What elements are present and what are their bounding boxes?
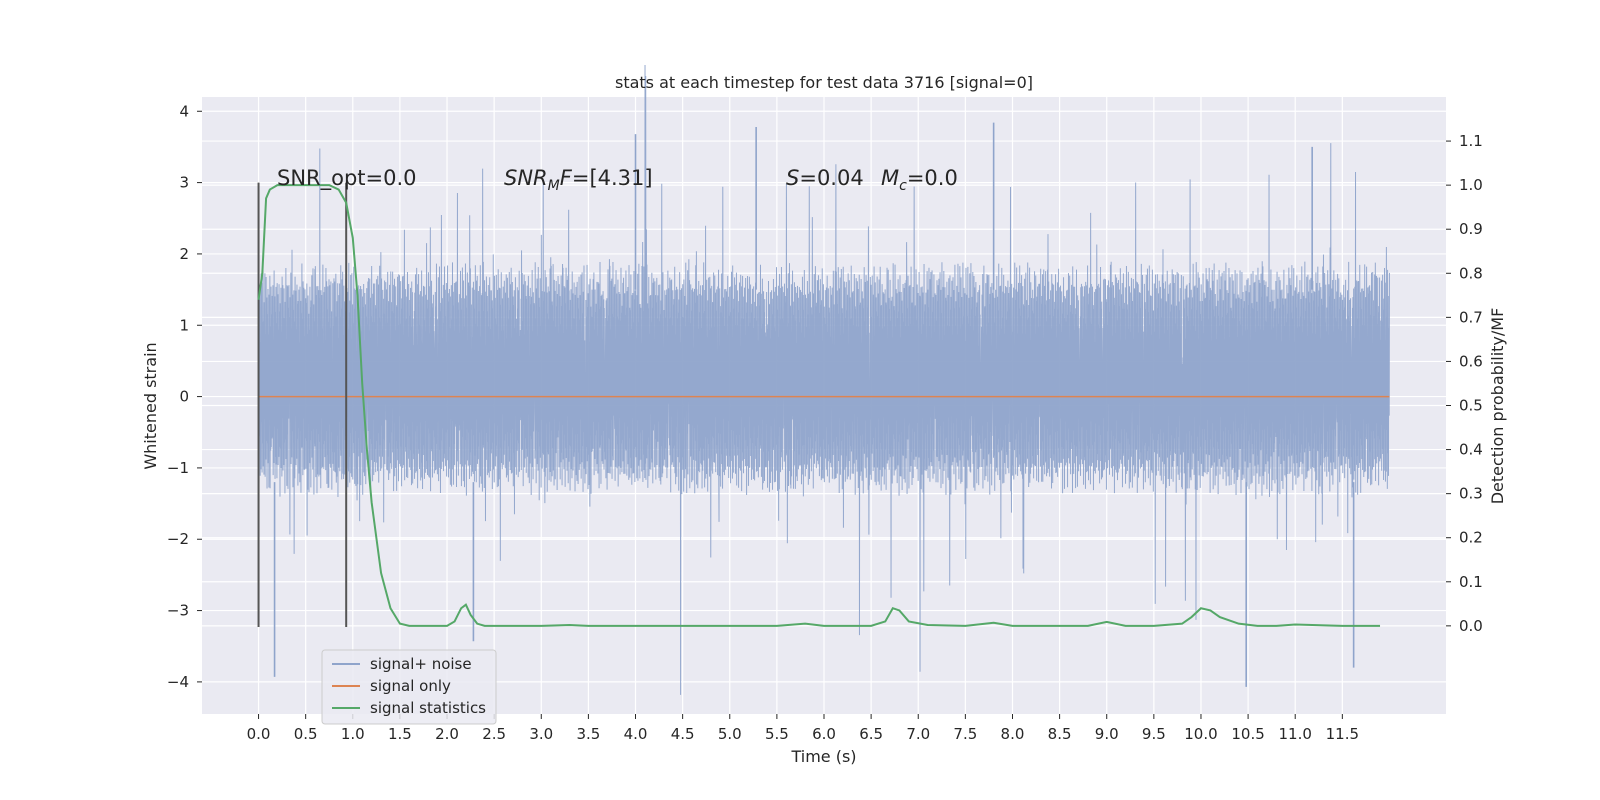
x-tick-label: 8.0: [1001, 725, 1025, 743]
x-tick-label: 3.0: [529, 725, 553, 743]
y-tick-label-right: 0.1: [1459, 573, 1483, 591]
y-tick-label-right: 1.0: [1459, 176, 1483, 194]
x-tick-label: 7.5: [953, 725, 977, 743]
y-tick-label-right: 0.7: [1459, 308, 1483, 326]
x-tick-label: 9.0: [1095, 725, 1119, 743]
y-tick-label-left: −3: [167, 602, 189, 620]
x-tick-label: 6.5: [859, 725, 883, 743]
x-tick-label: 1.5: [388, 725, 412, 743]
x-tick-label: 6.0: [812, 725, 836, 743]
legend-box: [321, 649, 497, 725]
y-tick-label-right: 0.6: [1459, 352, 1483, 370]
y-tick-label-right: 0.5: [1459, 397, 1483, 415]
annotation-s: S=0.04: [786, 166, 864, 190]
legend-label-stats: signal statistics: [370, 699, 486, 717]
y-axis-label-right: Detection probability/MF: [1488, 308, 1507, 505]
x-tick-label: 0.0: [247, 725, 271, 743]
annotation-s-value: =0.04: [799, 166, 863, 190]
x-tick-label: 10.5: [1231, 725, 1264, 743]
y-tick-label-left: −4: [167, 673, 189, 691]
y-tick-label-left: −1: [167, 459, 189, 477]
legend-label-noise: signal+ noise: [370, 655, 472, 673]
x-tick-label: 11.0: [1279, 725, 1312, 743]
x-tick-label: 0.5: [294, 725, 318, 743]
annotation-snr-mf-value: [4.31]: [589, 166, 652, 190]
y-tick-label-left: 0: [179, 388, 189, 406]
legend-label-signal: signal only: [370, 677, 451, 695]
annotation-mc-value: =0.0: [907, 166, 958, 190]
y-tick-label-left: −2: [167, 530, 189, 548]
tick-layer: 0.0 0.5 1.0 1.5 2.0 2.5 3.0 3.5 4.0 4.5 5.0 5.5 6.0 6…: [167, 102, 1483, 743]
x-tick-label: 4.0: [624, 725, 648, 743]
legend: signal+ noise signal only signal statist…: [321, 649, 497, 725]
y-tick-label-right: 0.9: [1459, 220, 1483, 238]
annotation-snr-opt: SNR_opt=0.0: [277, 166, 417, 191]
y-tick-label-right: 0.0: [1459, 617, 1483, 635]
annotation-mc: Mc=0.0: [881, 166, 958, 194]
y-tick-label-right: 1.1: [1459, 132, 1483, 150]
x-tick-label: 2.0: [435, 725, 459, 743]
chart-title: stats at each timestep for test data 371…: [615, 73, 1033, 92]
x-tick-label: 2.5: [482, 725, 506, 743]
x-tick-label: 10.0: [1184, 725, 1217, 743]
x-tick-label: 1.0: [341, 725, 365, 743]
x-tick-label: 4.5: [671, 725, 695, 743]
y-tick-label-left: 3: [179, 174, 189, 192]
y-tick-label-right: 0.4: [1459, 441, 1483, 459]
x-tick-label: 9.5: [1142, 725, 1166, 743]
x-tick-label: 7.0: [906, 725, 930, 743]
noise-series-line: [258, 64, 1390, 695]
y-tick-label-right: 0.8: [1459, 264, 1483, 282]
stats-series-line: [257, 184, 1381, 627]
x-tick-label: 3.5: [576, 725, 600, 743]
y-tick-label-left: 4: [179, 102, 189, 120]
y-tick-label-right: 0.2: [1459, 529, 1483, 547]
annotation-snr-mf: SNRMF=[4.31]: [504, 166, 653, 194]
x-axis-label: Time (s): [790, 747, 856, 766]
x-tick-label: 5.5: [765, 725, 789, 743]
y-axis-label-left: Whitened strain: [141, 342, 160, 469]
x-tick-label: 11.5: [1326, 725, 1359, 743]
x-tick-label: 5.0: [718, 725, 742, 743]
x-tick-label: 8.5: [1048, 725, 1072, 743]
y-tick-label-left: 2: [179, 245, 189, 263]
y-tick-label-right: 0.3: [1459, 485, 1483, 503]
data-layer: [257, 64, 1390, 695]
y-tick-label-left: 1: [179, 316, 189, 334]
